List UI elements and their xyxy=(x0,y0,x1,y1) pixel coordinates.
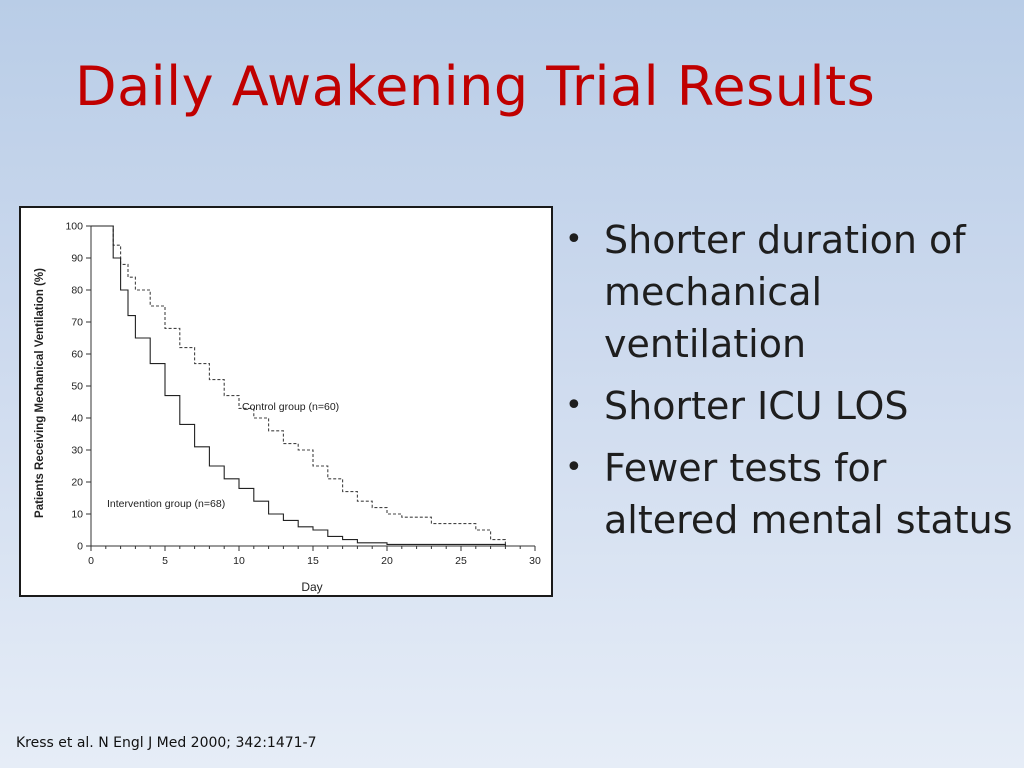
x-tick-label: 20 xyxy=(381,555,393,567)
citation: Kress et al. N Engl J Med 2000; 342:1471… xyxy=(16,735,317,751)
bullet-list: • Shorter duration of mechanical ventilat… xyxy=(563,214,1013,556)
x-tick-label: 30 xyxy=(529,555,541,567)
y-axis-label: Patients Receiving Mechanical Ventilatio… xyxy=(34,268,46,518)
y-tick-label: 100 xyxy=(65,221,83,233)
bullet-item: • Shorter duration of mechanical ventilat… xyxy=(563,214,1013,370)
legend-label-intervention: Intervention group (n=68) xyxy=(107,498,225,510)
survival-chart: 0 10 20 30 40 50 60 70 80 90 100 0 5 10 15 20 25 30 Patie… xyxy=(19,206,553,597)
x-axis-label: Day xyxy=(301,580,322,594)
x-tick-label: 25 xyxy=(455,555,467,567)
bullet-item: • Fewer tests for altered mental status xyxy=(563,442,1013,546)
slide-title: Daily Awakening Trial Results xyxy=(75,55,876,118)
x-tick-label: 5 xyxy=(162,555,168,567)
bullet-item: • Shorter ICU LOS xyxy=(563,380,1013,432)
y-tick-label: 50 xyxy=(71,381,83,393)
bullet-dot-icon: • xyxy=(565,222,583,257)
y-tick-label: 90 xyxy=(71,253,83,265)
intervention-group-line xyxy=(91,225,506,546)
legend-label-control: Control group (n=60) xyxy=(242,401,339,413)
y-tick-label: 80 xyxy=(71,285,83,297)
x-tick-label: 0 xyxy=(88,555,94,567)
y-tick-label: 10 xyxy=(71,509,83,521)
y-tick-label: 40 xyxy=(71,413,83,425)
bullet-dot-icon: • xyxy=(565,388,583,423)
control-group-line xyxy=(91,225,506,546)
x-tick-label: 10 xyxy=(233,555,245,567)
chart-svg: 0 10 20 30 40 50 60 70 80 90 100 0 5 10 15 20 25 30 Patie… xyxy=(34,221,541,595)
y-tick-label: 60 xyxy=(71,349,83,361)
bullet-dot-icon: • xyxy=(565,450,583,485)
y-tick-label: 20 xyxy=(71,477,83,489)
y-tick-label: 0 xyxy=(77,541,83,553)
x-tick-label: 15 xyxy=(307,555,319,567)
y-tick-label: 30 xyxy=(71,445,83,457)
y-tick-label: 70 xyxy=(71,317,83,329)
